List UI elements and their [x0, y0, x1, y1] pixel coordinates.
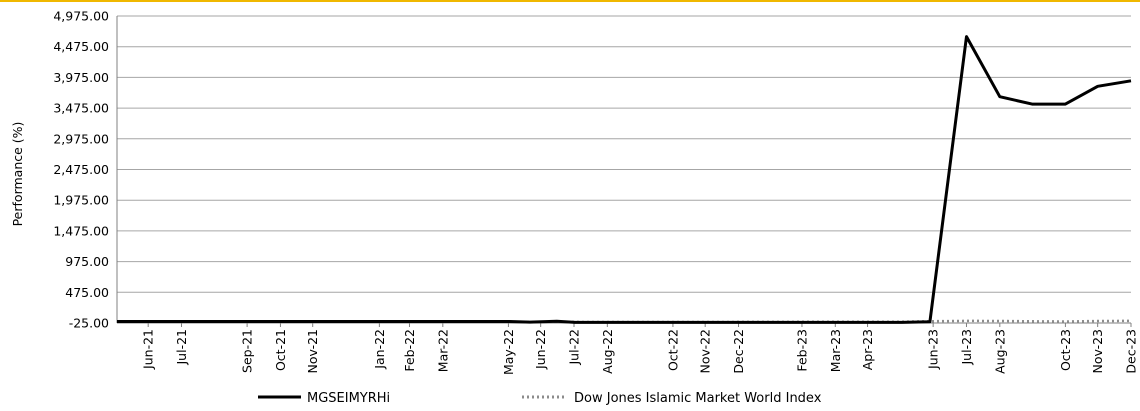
series-lines	[117, 35, 1132, 324]
y-tick-label: 2,975.00	[53, 131, 109, 146]
x-tick-label: Dec-22	[731, 329, 746, 374]
x-tick-label: Nov-21	[305, 329, 320, 373]
x-tick-label: Nov-22	[698, 329, 713, 373]
x-tick-label: May-22	[501, 329, 516, 375]
y-tick-label: 3,975.00	[53, 70, 109, 85]
y-tick-label: -25.00	[69, 316, 109, 331]
x-tick-label: Jun-22	[533, 329, 548, 370]
y-tick-label: 2,475.00	[53, 162, 109, 177]
x-tick-label: Jan-22	[372, 329, 387, 370]
x-tick-label: Aug-22	[600, 329, 615, 374]
x-tick-label: Jun-23	[926, 329, 941, 370]
x-tick-label: Jun-21	[141, 329, 156, 370]
y-tick-label: 4,475.00	[53, 39, 109, 54]
x-tick-label: Dec-23	[1124, 329, 1139, 374]
x-tick-label: Mar-23	[828, 329, 843, 372]
x-tick-labels: Jun-21 Jul-21 Sep-21 Oct-21 Nov-21 Jan-22 Feb-…	[141, 323, 1139, 375]
x-tick-label: Jul-23	[959, 329, 974, 366]
x-tick-label: Aug-23	[992, 329, 1007, 374]
y-tick-label: 1,975.00	[53, 193, 109, 208]
x-tick-label: Oct-22	[665, 329, 680, 371]
x-tick-label: Oct-23	[1058, 329, 1073, 371]
y-tick-label: 975.00	[65, 254, 109, 269]
x-tick-label: Apr-23	[860, 329, 875, 370]
y-tick-label: 3,475.00	[53, 101, 109, 116]
x-tick-label: Oct-21	[273, 329, 288, 371]
y-tick-labels: -25.00 475.00 975.00 1,475.00 1,975.00 2,475.…	[53, 9, 109, 331]
y-tick-label: 1,475.00	[53, 223, 109, 238]
x-tick-label: Feb-22	[402, 329, 417, 372]
y-axis-title: Performance (%)	[10, 122, 25, 227]
x-tick-label: Jul-22	[566, 329, 581, 366]
series-line-mgseimyrhi	[117, 35, 1132, 324]
x-tick-label: Feb-23	[794, 329, 809, 372]
legend-label-mgseimyrhi: MGSEIMYRHi	[307, 391, 390, 406]
x-tick-label: Jul-21	[174, 329, 189, 366]
x-tick-label: Mar-22	[435, 329, 450, 372]
legend: MGSEIMYRHi Dow Jones Islamic Market Worl…	[258, 391, 822, 406]
y-tick-label: 475.00	[65, 285, 109, 300]
legend-label-dow-jones-islamic: Dow Jones Islamic Market World Index	[574, 391, 822, 406]
y-tick-label: 4,975.00	[53, 9, 109, 24]
x-tick-label: Sep-21	[240, 329, 255, 373]
x-tick-label: Nov-23	[1090, 329, 1105, 373]
